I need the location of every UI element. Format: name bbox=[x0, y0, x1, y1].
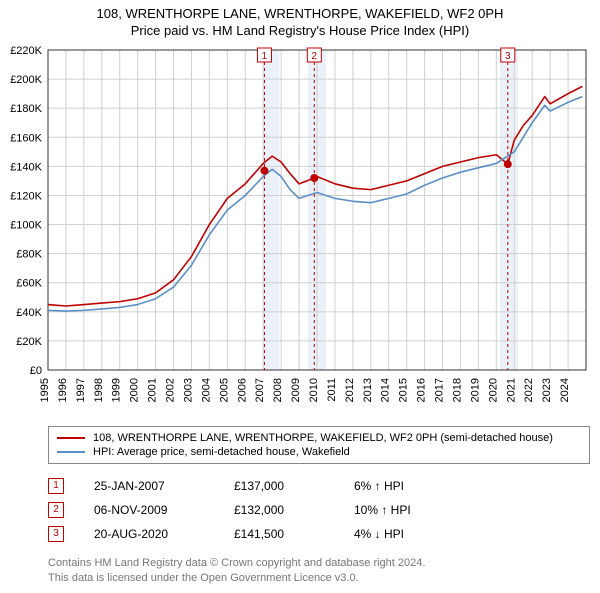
svg-text:2005: 2005 bbox=[218, 378, 230, 402]
svg-text:2015: 2015 bbox=[398, 378, 410, 402]
svg-text:2001: 2001 bbox=[147, 378, 159, 402]
svg-text:2023: 2023 bbox=[541, 378, 553, 402]
svg-text:2002: 2002 bbox=[165, 378, 177, 402]
svg-text:£20K: £20K bbox=[16, 336, 42, 348]
svg-text:2021: 2021 bbox=[505, 378, 517, 402]
svg-text:1995: 1995 bbox=[39, 378, 51, 402]
title-block: 108, WRENTHORPE LANE, WRENTHORPE, WAKEFI… bbox=[0, 0, 600, 40]
svg-text:3: 3 bbox=[505, 51, 511, 62]
svg-text:2012: 2012 bbox=[344, 378, 356, 402]
footer-line: Contains HM Land Registry data © Crown c… bbox=[48, 556, 590, 571]
svg-text:2019: 2019 bbox=[469, 378, 481, 402]
event-row: 2 06-NOV-2009 £132,000 10% ↑ HPI bbox=[48, 498, 590, 522]
event-date: 20-AUG-2020 bbox=[94, 527, 204, 541]
event-marker-icon: 2 bbox=[48, 502, 64, 518]
svg-text:1998: 1998 bbox=[93, 378, 105, 402]
svg-text:£200K: £200K bbox=[10, 74, 42, 86]
svg-text:£80K: £80K bbox=[16, 248, 42, 260]
svg-text:2024: 2024 bbox=[559, 378, 571, 402]
svg-text:£120K: £120K bbox=[10, 190, 42, 202]
event-price: £137,000 bbox=[234, 479, 324, 493]
event-number: 2 bbox=[53, 504, 59, 515]
legend-item: HPI: Average price, semi-detached house,… bbox=[57, 445, 581, 459]
footer: Contains HM Land Registry data © Crown c… bbox=[48, 556, 590, 593]
event-price: £141,500 bbox=[234, 527, 324, 541]
chart-subtitle: Price paid vs. HM Land Registry's House … bbox=[0, 23, 600, 40]
events-table: 1 25-JAN-2007 £137,000 6% ↑ HPI 2 06-NOV… bbox=[48, 474, 590, 546]
svg-text:2018: 2018 bbox=[451, 378, 463, 402]
svg-text:2017: 2017 bbox=[434, 378, 446, 402]
event-delta: 10% ↑ HPI bbox=[354, 503, 454, 517]
svg-text:2009: 2009 bbox=[290, 378, 302, 402]
event-row: 3 20-AUG-2020 £141,500 4% ↓ HPI bbox=[48, 522, 590, 546]
svg-text:2022: 2022 bbox=[523, 378, 535, 402]
legend-label: HPI: Average price, semi-detached house,… bbox=[93, 446, 350, 458]
event-marker-icon: 1 bbox=[48, 478, 64, 494]
chart-svg: £0 £20K £40K £60K £80K £100K £120K £140K £160K £1… bbox=[0, 40, 600, 420]
svg-text:2003: 2003 bbox=[182, 378, 194, 402]
svg-text:2010: 2010 bbox=[308, 378, 320, 402]
event-row: 1 25-JAN-2007 £137,000 6% ↑ HPI bbox=[48, 474, 590, 498]
svg-text:1996: 1996 bbox=[57, 378, 69, 402]
svg-text:£220K: £220K bbox=[10, 45, 42, 57]
svg-text:2006: 2006 bbox=[236, 378, 248, 402]
legend-swatch bbox=[57, 451, 85, 453]
svg-text:2020: 2020 bbox=[487, 378, 499, 402]
svg-text:2: 2 bbox=[312, 51, 318, 62]
legend: 108, WRENTHORPE LANE, WRENTHORPE, WAKEFI… bbox=[48, 426, 590, 464]
event-price: £132,000 bbox=[234, 503, 324, 517]
svg-text:2013: 2013 bbox=[362, 378, 374, 402]
svg-text:2016: 2016 bbox=[416, 378, 428, 402]
svg-text:1997: 1997 bbox=[75, 378, 87, 402]
svg-text:£100K: £100K bbox=[10, 219, 42, 231]
svg-text:1999: 1999 bbox=[111, 378, 123, 402]
chart: £0 £20K £40K £60K £80K £100K £120K £140K £160K £1… bbox=[0, 40, 600, 420]
legend-swatch bbox=[57, 437, 85, 439]
event-delta: 4% ↓ HPI bbox=[354, 527, 454, 541]
event-date: 25-JAN-2007 bbox=[94, 479, 204, 493]
event-delta: 6% ↑ HPI bbox=[354, 479, 454, 493]
svg-text:2004: 2004 bbox=[200, 378, 212, 402]
footer-line: This data is licensed under the Open Gov… bbox=[48, 571, 590, 586]
svg-text:2007: 2007 bbox=[254, 378, 266, 402]
event-marker-icon: 3 bbox=[48, 526, 64, 542]
chart-title: 108, WRENTHORPE LANE, WRENTHORPE, WAKEFI… bbox=[0, 6, 600, 23]
svg-text:£160K: £160K bbox=[10, 132, 42, 144]
svg-text:2008: 2008 bbox=[272, 378, 284, 402]
svg-text:£40K: £40K bbox=[16, 307, 42, 319]
page: 108, WRENTHORPE LANE, WRENTHORPE, WAKEFI… bbox=[0, 0, 600, 593]
svg-text:1: 1 bbox=[262, 51, 268, 62]
svg-text:2014: 2014 bbox=[380, 378, 392, 402]
svg-text:£0: £0 bbox=[30, 365, 42, 377]
svg-text:2000: 2000 bbox=[129, 378, 141, 402]
event-number: 3 bbox=[53, 528, 59, 539]
legend-item: 108, WRENTHORPE LANE, WRENTHORPE, WAKEFI… bbox=[57, 431, 581, 445]
legend-label: 108, WRENTHORPE LANE, WRENTHORPE, WAKEFI… bbox=[93, 432, 553, 444]
svg-text:2011: 2011 bbox=[326, 378, 338, 402]
svg-text:£180K: £180K bbox=[10, 103, 42, 115]
event-date: 06-NOV-2009 bbox=[94, 503, 204, 517]
event-number: 1 bbox=[53, 480, 59, 491]
svg-text:£60K: £60K bbox=[16, 278, 42, 290]
svg-text:£140K: £140K bbox=[10, 161, 42, 173]
